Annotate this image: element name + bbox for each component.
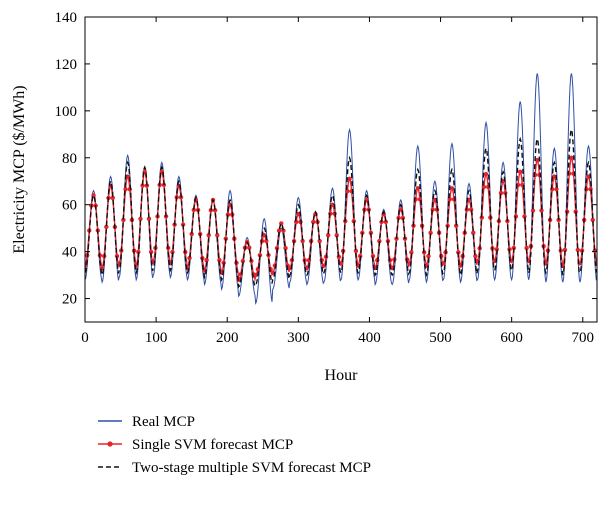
- series-line-real-mcp: [85, 73, 597, 306]
- ticks-layer: 0 100 200 300 400 500 600 700 20 40 60 80 100 120 140: [55, 10, 597, 346]
- series-marker: [300, 238, 305, 244]
- series-marker: [138, 216, 143, 221]
- series-marker: [588, 187, 593, 192]
- series-marker: [347, 176, 352, 182]
- legend-label: Two-stage multiple SVM forecast MCP: [132, 460, 371, 476]
- series-line-two-stage-multiple-svm-forecast-mcp: [85, 127, 597, 289]
- series-marker: [215, 232, 220, 238]
- legend-label: Single SVM forecast MCP: [132, 437, 293, 453]
- series-marker: [539, 208, 544, 213]
- series-marker: [353, 248, 359, 254]
- series-marker: [590, 217, 595, 223]
- series-marker: [121, 217, 126, 223]
- series-marker: [110, 195, 115, 201]
- series-marker: [212, 208, 218, 213]
- y-tick-label: 80: [62, 151, 77, 167]
- series-marker: [123, 187, 128, 192]
- series-marker: [136, 249, 141, 255]
- x-tick-label: 600: [500, 330, 523, 346]
- y-tick-label: 120: [55, 57, 78, 73]
- series-marker: [296, 211, 301, 217]
- series-marker: [575, 247, 580, 253]
- series-marker: [326, 232, 331, 238]
- series-marker: [204, 257, 209, 263]
- series-marker: [257, 252, 263, 258]
- x-tick-label: 0: [81, 330, 89, 346]
- series-marker: [104, 224, 109, 230]
- series-marker: [530, 208, 536, 213]
- series-marker: [471, 230, 476, 236]
- series-marker: [91, 193, 96, 198]
- series-marker: [148, 249, 154, 255]
- series-marker: [535, 157, 540, 163]
- series-marker: [441, 261, 446, 266]
- series-marker: [524, 245, 529, 251]
- series-marker: [191, 207, 196, 213]
- y-tick-label: 60: [62, 198, 77, 214]
- series-marker: [454, 223, 459, 229]
- x-tick-label: 100: [145, 330, 168, 346]
- series-marker: [383, 219, 388, 225]
- series-marker: [311, 219, 316, 225]
- series-marker: [586, 174, 591, 179]
- series-marker: [447, 197, 452, 202]
- series-marker: [287, 265, 292, 271]
- series-marker: [125, 174, 130, 179]
- plot-frame: [84, 16, 598, 323]
- series-marker: [481, 184, 487, 190]
- series-marker: [377, 238, 382, 244]
- series-marker: [449, 186, 455, 191]
- series-marker: [562, 247, 568, 253]
- series-marker: [400, 215, 406, 221]
- series-marker: [415, 186, 420, 191]
- series-marker: [554, 187, 559, 192]
- series-marker: [330, 202, 335, 207]
- series-marker: [518, 169, 523, 175]
- series-marker: [189, 231, 194, 237]
- series-marker: [569, 155, 574, 160]
- series-marker: [334, 232, 339, 238]
- series-marker: [426, 253, 431, 259]
- y-tick-label: 40: [62, 245, 77, 261]
- series-marker: [170, 249, 175, 255]
- series-marker: [240, 258, 246, 264]
- series-marker: [409, 250, 414, 255]
- x-tick-label: 700: [572, 330, 595, 346]
- legend-marker: [107, 441, 113, 447]
- y-tick-label: 20: [62, 292, 77, 308]
- series-marker: [494, 247, 499, 252]
- series-layer: [85, 73, 597, 306]
- series-marker: [370, 253, 376, 259]
- series-marker: [345, 189, 350, 194]
- series-marker: [483, 171, 489, 177]
- series-marker: [428, 230, 433, 236]
- y-axis-label: Electricity MCP ($/MWh): [11, 85, 28, 253]
- x-axis-label: Hour: [325, 367, 359, 384]
- series-marker: [317, 238, 322, 244]
- series-marker: [253, 272, 258, 278]
- x-tick-label: 200: [216, 330, 239, 346]
- x-tick-label: 400: [358, 330, 381, 346]
- series-marker: [146, 216, 152, 221]
- y-tick-label: 140: [55, 10, 78, 26]
- series-marker: [247, 245, 252, 250]
- series-marker: [283, 245, 288, 251]
- legend-label: Real MCP: [132, 414, 195, 430]
- series-marker: [281, 228, 286, 233]
- y-tick-label: 100: [55, 104, 78, 120]
- series-marker: [206, 232, 211, 238]
- series-marker: [276, 228, 282, 233]
- series-marker: [140, 183, 145, 188]
- series-marker: [394, 236, 399, 241]
- x-tick-label: 500: [429, 330, 452, 346]
- legend: Real MCP Single SVM forecast MCP Two-stage…: [98, 414, 371, 476]
- series-marker: [306, 257, 312, 263]
- x-tick-label: 300: [287, 330, 310, 346]
- series-marker: [552, 174, 557, 179]
